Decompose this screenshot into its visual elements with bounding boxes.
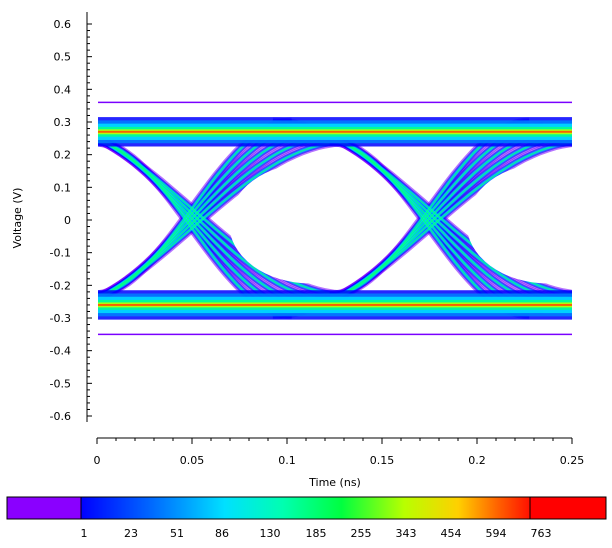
colorbar-max-segment (530, 497, 606, 519)
x-tick-label: 0.25 (560, 454, 585, 467)
axes: 0.6 0.5 0.4 0.3 0.2 0.1 0 -0.1 -0.2 -0.3 -0.4 -0.5 -… (50, 12, 585, 467)
colorbar-label: 1 (81, 527, 88, 540)
colorbar: 1 23 51 86 130 185 255 343 454 594 763 (6, 496, 607, 540)
colorbar-frame (6, 496, 607, 520)
y-tick-label: -0.1 (50, 247, 71, 260)
colorbar-gradient (81, 497, 530, 519)
colorbar-label: 454 (441, 527, 462, 540)
colorbar-label: 130 (260, 527, 281, 540)
x-axis-label: Time (ns) (308, 476, 361, 489)
colorbar-label: 763 (531, 527, 552, 540)
y-tick-label: -0.2 (50, 279, 71, 292)
y-tick-label: -0.4 (50, 345, 71, 358)
eye-opening (229, 163, 391, 284)
y-tick-label: 0.5 (54, 51, 72, 64)
x-tick-label: 0 (94, 454, 101, 467)
y-tick-label: -0.5 (50, 377, 71, 390)
colorbar-label: 343 (396, 527, 417, 540)
eye-opening (466, 163, 572, 284)
colorbar-label: 594 (486, 527, 507, 540)
x-tick-label: 0.2 (468, 454, 486, 467)
colorbar-min-segment (7, 497, 81, 519)
colorbar-label: 51 (170, 527, 184, 540)
colorbar-label: 86 (215, 527, 229, 540)
eye-envelope (97, 101, 572, 336)
eye-trace-rising (97, 140, 349, 300)
left-blank (97, 10, 98, 424)
y-tick-label: 0.1 (54, 181, 72, 194)
x-tick-label: 0.1 (278, 454, 296, 467)
colorbar-label: 255 (351, 527, 372, 540)
high-level-band (97, 130, 572, 133)
y-tick-label: -0.6 (50, 410, 71, 423)
eye-levels (97, 117, 572, 320)
x-tick-label: 0.15 (370, 454, 395, 467)
y-tick-label: 0.6 (54, 18, 72, 31)
low-level-band (97, 303, 572, 306)
y-tick-label: 0 (64, 214, 71, 227)
y-tick-label: 0.4 (54, 83, 72, 96)
colorbar-label: 185 (306, 527, 327, 540)
eye-openings (229, 163, 572, 284)
y-tick-label: 0.2 (54, 149, 72, 162)
colorbar-label: 23 (124, 527, 138, 540)
y-tick-label: 0.3 (54, 116, 72, 129)
y-axis-label: Voltage (V) (11, 188, 24, 249)
eye-trace-falling (97, 137, 349, 296)
y-tick-label: -0.3 (50, 312, 71, 325)
x-tick-label: 0.05 (180, 454, 205, 467)
